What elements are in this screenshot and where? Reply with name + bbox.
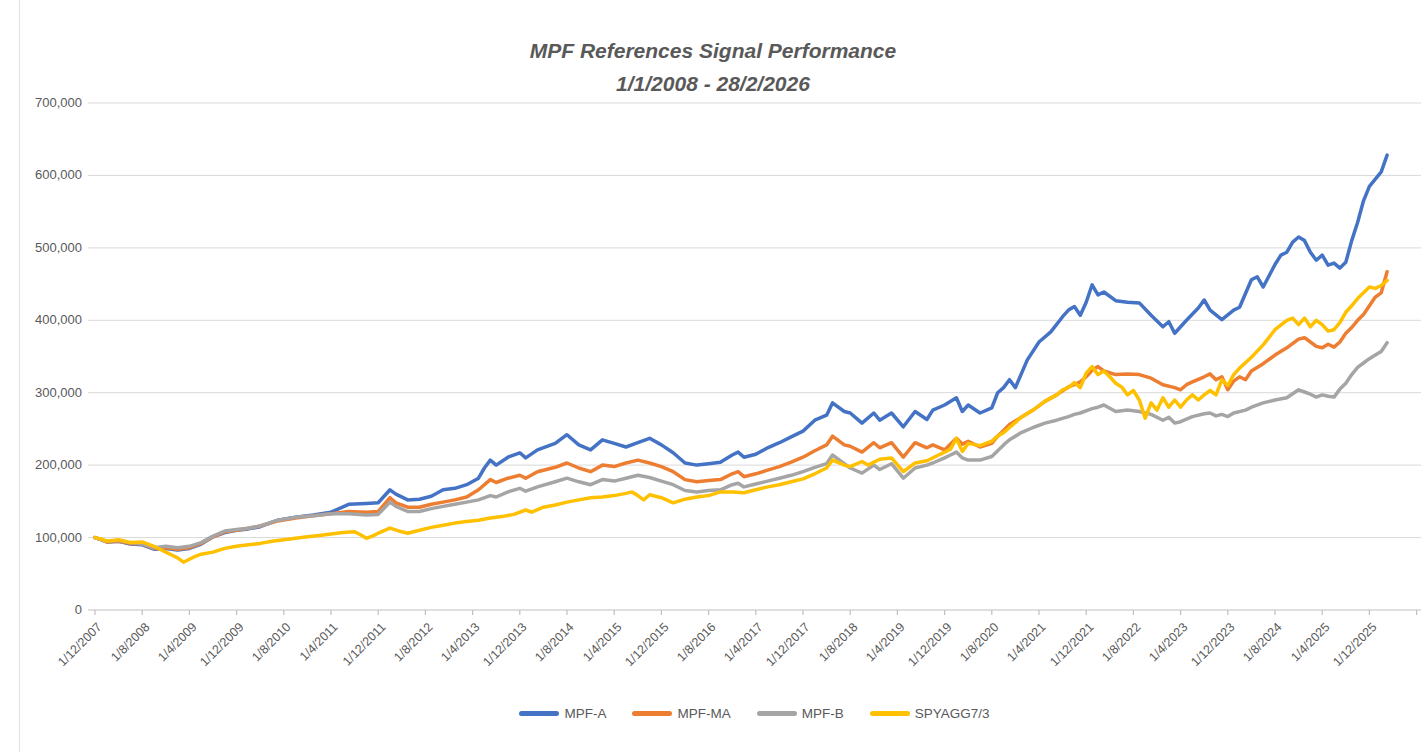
y-axis-label: 400,000: [6, 312, 82, 327]
y-axis-label: 500,000: [6, 240, 82, 255]
legend-line-swatch: [632, 711, 672, 716]
y-axis-label: 600,000: [6, 167, 82, 182]
legend-item-spyagg7-3: SPYAGG7/3: [870, 706, 990, 721]
legend-line-swatch: [757, 711, 797, 716]
legend: MPF-A MPF-MA MPF-B SPYAGG7/3: [88, 706, 1421, 721]
y-axis-label: 700,000: [6, 95, 82, 110]
legend-line-swatch: [870, 711, 910, 716]
y-axis-label: 0: [6, 602, 82, 617]
y-axis-label: 100,000: [6, 530, 82, 545]
series-line-mpf-a: [95, 155, 1387, 550]
legend-item-mpf-b: MPF-B: [757, 706, 844, 721]
legend-item-mpf-ma: MPF-MA: [632, 706, 730, 721]
legend-line-swatch: [519, 711, 559, 716]
legend-label: MPF-MA: [677, 706, 730, 721]
legend-label: MPF-A: [564, 706, 606, 721]
performance-chart: MPF References Signal Performance 1/1/20…: [0, 0, 1426, 752]
y-axis-label: 300,000: [6, 385, 82, 400]
legend-item-mpf-a: MPF-A: [519, 706, 606, 721]
legend-label: SPYAGG7/3: [915, 706, 990, 721]
series-line-mpf-b: [95, 343, 1387, 548]
legend-label: MPF-B: [802, 706, 844, 721]
y-axis-label: 200,000: [6, 457, 82, 472]
chart-subtitle: 1/1/2008 - 28/2/2026: [0, 67, 1426, 100]
chart-title-block: MPF References Signal Performance 1/1/20…: [0, 34, 1426, 100]
chart-title: MPF References Signal Performance: [0, 34, 1426, 67]
